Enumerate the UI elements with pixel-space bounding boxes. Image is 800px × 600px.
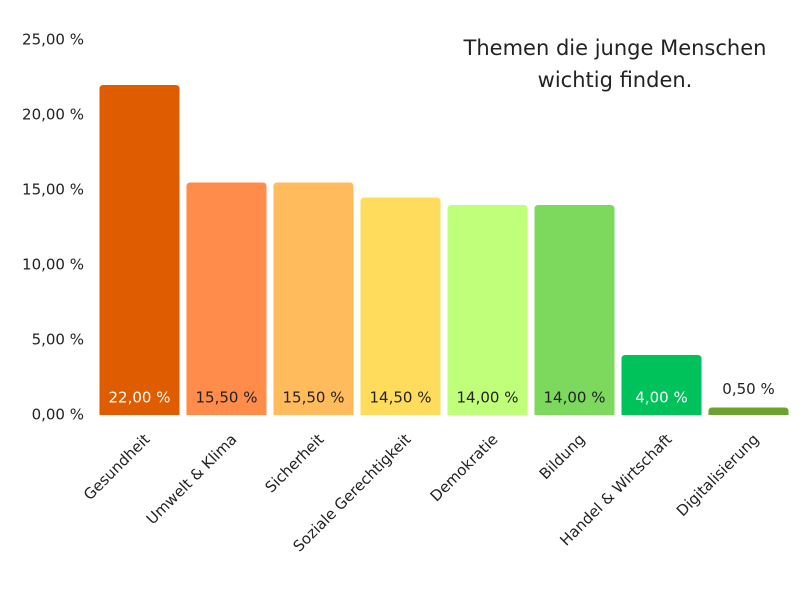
x-tick-label: Sicherheit — [261, 430, 327, 496]
bar — [621, 355, 702, 415]
x-tick-label: Digitalisierung — [673, 430, 763, 520]
y-tick-label: 5,00 % — [32, 331, 84, 349]
x-tick-label: Umwelt & Klima — [143, 430, 241, 528]
bar — [99, 85, 180, 415]
value-label: 0,50 % — [722, 380, 774, 398]
y-tick-label: 0,00 % — [32, 406, 84, 424]
value-label: 15,50 % — [196, 389, 258, 407]
y-tick-label: 20,00 % — [22, 106, 84, 124]
value-label: 4,00 % — [635, 389, 687, 407]
value-label: 14,50 % — [370, 389, 432, 407]
bar — [447, 205, 528, 415]
x-tick-label: Bildung — [536, 430, 589, 483]
y-tick-label: 15,00 % — [22, 181, 84, 199]
value-label: 14,00 % — [544, 389, 606, 407]
chart-title: Themen die junge Menschen wichtig finden… — [463, 36, 767, 92]
bar — [534, 205, 615, 415]
bar — [708, 407, 789, 415]
value-label: 15,50 % — [283, 389, 345, 407]
bar — [186, 182, 267, 415]
y-tick-label: 25,00 % — [22, 31, 84, 49]
bar — [360, 197, 441, 415]
value-label: 14,00 % — [457, 389, 519, 407]
x-tick-label: Gesundheit — [80, 430, 154, 504]
x-tick-label: Demokratie — [427, 430, 502, 505]
value-label: 22,00 % — [109, 389, 171, 407]
bar — [273, 182, 354, 415]
y-tick-label: 10,00 % — [22, 256, 84, 274]
